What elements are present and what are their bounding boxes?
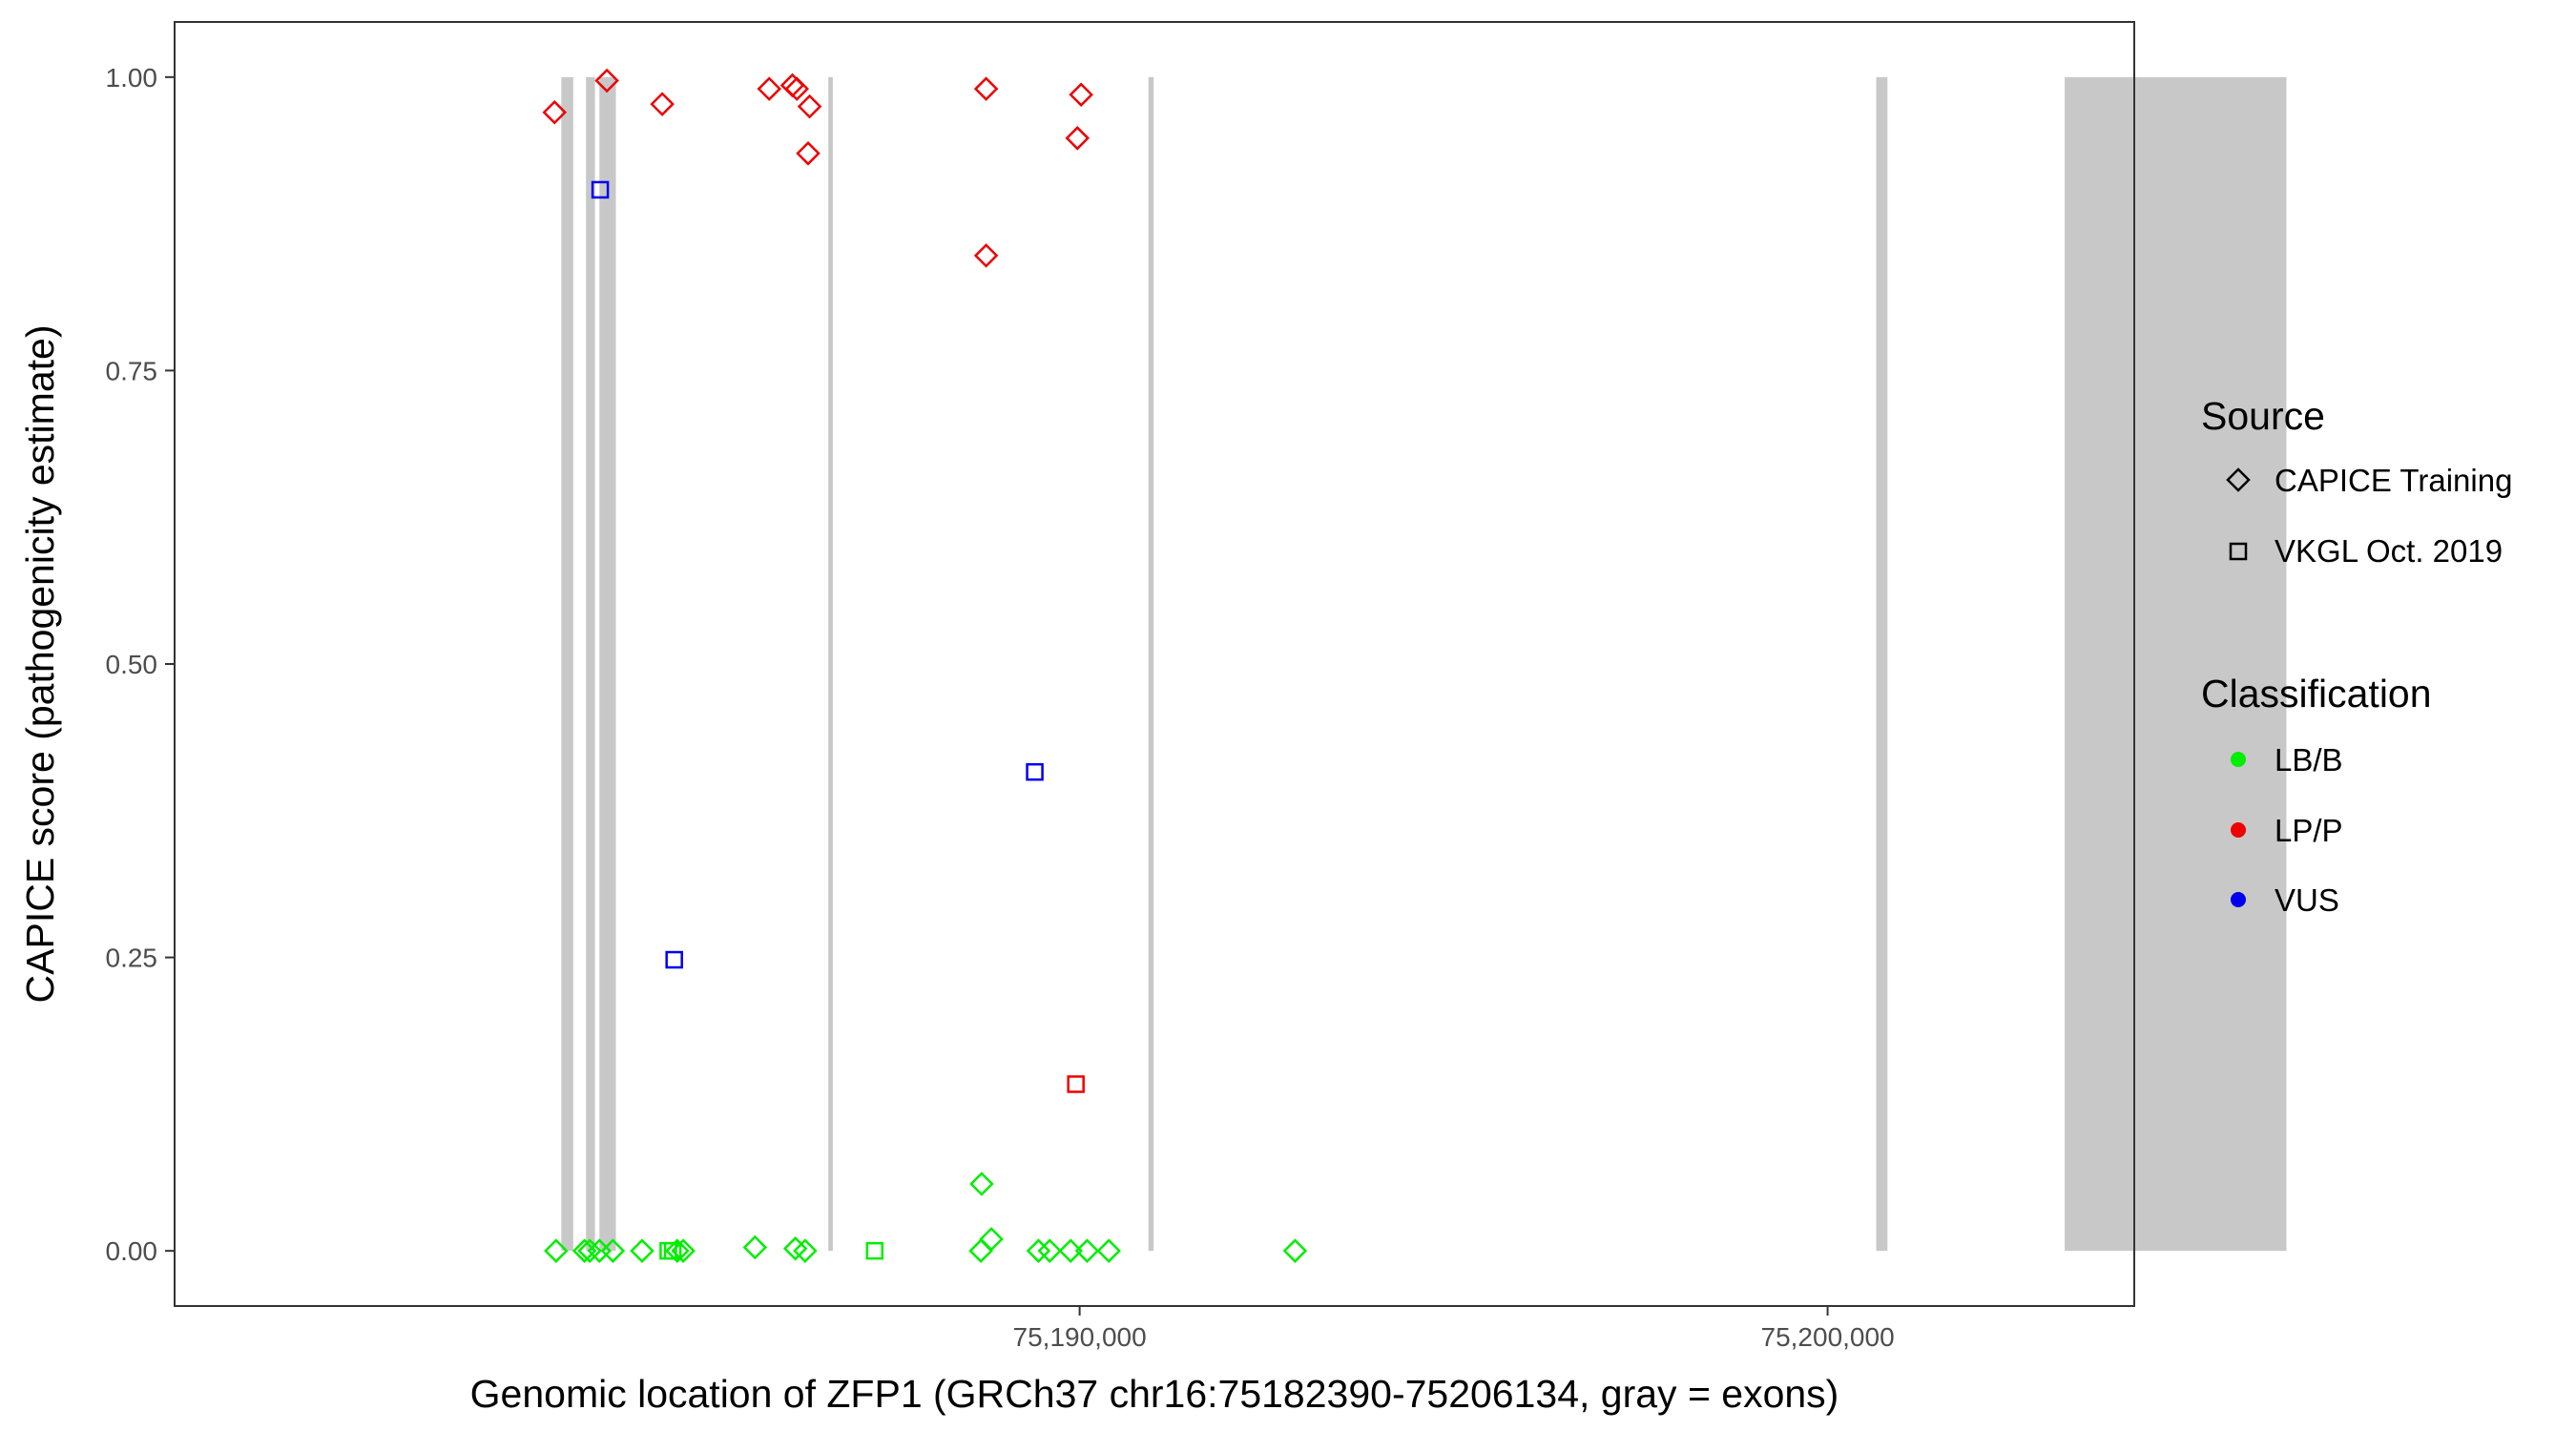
- data-point-diamond-8: [796, 141, 821, 166]
- data-point-diamond-30: [968, 1238, 993, 1263]
- data-point-diamond-4: [757, 76, 782, 101]
- legend-entry-capice-training: CAPICE Training: [2226, 463, 2512, 498]
- data-point-diamond-21: [600, 1238, 626, 1263]
- data-point-diamond-27: [793, 1238, 818, 1263]
- exon-band-2: [586, 76, 595, 1252]
- data-point-diamond-25: [742, 1234, 768, 1260]
- y-tick-label-1: 0.25: [106, 944, 158, 973]
- data-point-square-14: [665, 950, 683, 969]
- data-point-diamond-23: [665, 1238, 690, 1263]
- data-point-diamond-35: [1096, 1238, 1121, 1263]
- data-point-diamond-17: [544, 1238, 569, 1263]
- exon-band-group: [561, 76, 2287, 1252]
- data-point-diamond-31: [1026, 1238, 1051, 1263]
- x-axis-title: Genomic location of ZFP1 (GRCh37 chr16:7…: [470, 1372, 1839, 1416]
- legend-classification-title: Classification: [2201, 672, 2432, 716]
- data-point-diamond-6: [784, 76, 810, 101]
- exon-band-6: [1876, 76, 1888, 1252]
- data-point-diamond-34: [1074, 1238, 1100, 1263]
- data-point-square-16: [1067, 1075, 1085, 1093]
- data-point-diamond-9: [973, 76, 999, 101]
- lpp-color-dot-icon: [2231, 822, 2246, 838]
- data-point-diamond-7: [797, 93, 822, 119]
- data-point-diamond-10: [973, 243, 999, 268]
- exon-band-7: [2065, 76, 2287, 1252]
- exon-band-1: [561, 76, 573, 1252]
- exon-band-4: [828, 76, 833, 1252]
- data-point-diamond-33: [1058, 1238, 1083, 1263]
- x-tick-label-0: 75,190,000: [1013, 1322, 1147, 1352]
- legend-entry-vus: VUS: [2231, 882, 2339, 918]
- legend-label-vkgl: VKGL Oct. 2019: [2275, 533, 2503, 569]
- y-axis: 0.00 0.25 0.50 0.75 1.00: [106, 63, 175, 1266]
- legend-entry-vkgl: VKGL Oct. 2019: [2229, 533, 2503, 569]
- y-tick-label-4: 1.00: [106, 63, 158, 93]
- y-tick-label-2: 0.50: [106, 650, 158, 679]
- data-point-diamond-1: [542, 99, 568, 125]
- exon-band-5: [1148, 76, 1154, 1252]
- y-axis-title: CAPICE score (pathogenicity estimate): [18, 325, 62, 1004]
- legend-source-title: Source: [2201, 394, 2325, 438]
- legend-label-lpp: LP/P: [2275, 813, 2343, 848]
- data-point-diamond-12: [1065, 126, 1091, 151]
- y-tick-label-3: 0.75: [106, 356, 158, 385]
- diamond-symbol-icon: [2226, 467, 2251, 492]
- square-symbol-icon: [2229, 542, 2248, 561]
- x-axis: 75,190,000 75,200,000: [1013, 1306, 1895, 1352]
- data-point-diamond-19: [577, 1238, 602, 1263]
- x-tick-label-1: 75,200,000: [1761, 1322, 1895, 1352]
- data-point-diamond-28: [969, 1172, 994, 1196]
- data-point-diamond-26: [782, 1235, 808, 1261]
- exon-band-3: [599, 76, 616, 1252]
- legend-label-lbb: LB/B: [2275, 742, 2343, 778]
- legend-source: Source CAPICE Training VKGL Oct. 2019: [2201, 394, 2512, 569]
- data-point-diamond-11: [1069, 82, 1093, 108]
- data-point-square-38: [663, 1241, 682, 1260]
- data-point-square-15: [1026, 762, 1044, 781]
- vus-color-dot-icon: [2231, 892, 2246, 907]
- legend-label-capice-training: CAPICE Training: [2275, 463, 2512, 498]
- data-point-diamond-36: [1282, 1238, 1308, 1263]
- data-point-diamond-32: [1037, 1238, 1063, 1263]
- y-tick-label-0: 0.00: [106, 1236, 158, 1266]
- data-point-group: [542, 68, 1308, 1263]
- data-point-diamond-22: [630, 1238, 654, 1263]
- legend-label-vus: VUS: [2275, 882, 2339, 918]
- data-point-square-13: [591, 180, 610, 199]
- legend-classification: Classification LB/B LP/P VUS: [2201, 672, 2432, 918]
- legend-entry-lbb: LB/B: [2231, 742, 2343, 778]
- lbb-color-dot-icon: [2231, 752, 2246, 767]
- data-point-diamond-2: [594, 68, 619, 93]
- data-point-square-39: [865, 1241, 884, 1260]
- legend-entry-lpp: LP/P: [2231, 813, 2343, 848]
- data-point-diamond-3: [650, 92, 675, 116]
